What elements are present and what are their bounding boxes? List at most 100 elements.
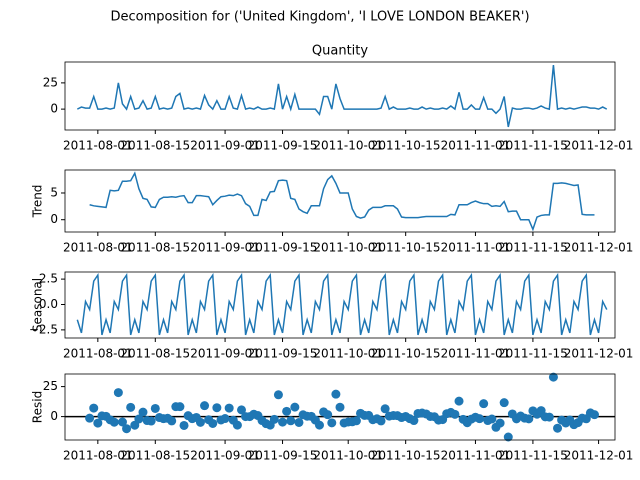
x-tick-label: 2011-11-01 xyxy=(441,139,511,153)
x-tick-label: 2011-09-01 xyxy=(190,449,260,463)
resid-point xyxy=(475,414,485,424)
x-tick-label: 2011-10-15 xyxy=(371,347,441,361)
x-tick-label: 2011-11-15 xyxy=(498,347,568,361)
x-tick-label: 2011-09-15 xyxy=(248,449,318,463)
resid-point xyxy=(409,416,419,426)
x-tick-label: 2011-09-15 xyxy=(248,139,318,153)
resid-point xyxy=(499,398,509,408)
resid-point xyxy=(273,390,283,400)
resid-point xyxy=(208,418,218,428)
resid-point xyxy=(167,416,177,426)
resid-point xyxy=(200,401,210,411)
resid-point xyxy=(220,414,230,424)
x-tick-label: 2011-11-15 xyxy=(498,139,568,153)
resid-point xyxy=(323,410,333,420)
resid-point xyxy=(179,420,189,430)
resid-point xyxy=(278,417,288,427)
resid-point xyxy=(294,417,304,427)
x-tick-label: 2011-10-01 xyxy=(313,241,383,255)
x-tick-label: 2011-12-01 xyxy=(564,347,634,361)
x-tick-label: 2011-09-15 xyxy=(248,347,318,361)
resid-point xyxy=(85,413,95,423)
y-tick-label: 5 xyxy=(50,185,58,199)
x-tick-label: 2011-08-01 xyxy=(63,347,133,361)
resid-point xyxy=(548,372,558,382)
resid-point xyxy=(89,403,99,413)
resid-point xyxy=(589,410,599,420)
x-tick-label: 2011-08-15 xyxy=(120,347,190,361)
resid-point xyxy=(212,403,222,413)
y-axis-label: Resid xyxy=(31,391,45,423)
x-tick-label: 2011-11-01 xyxy=(441,347,511,361)
resid-point xyxy=(134,414,144,424)
resid-point xyxy=(503,432,513,442)
resid-point xyxy=(487,414,497,424)
x-tick-label: 2011-11-01 xyxy=(441,449,511,463)
resid-point xyxy=(454,396,464,406)
resid-point xyxy=(327,418,337,428)
resid-point xyxy=(232,420,242,430)
x-tick-label: 2011-08-15 xyxy=(120,139,190,153)
resid-point xyxy=(126,402,136,412)
x-tick-label: 2011-10-15 xyxy=(371,241,441,255)
x-tick-label: 2011-12-01 xyxy=(564,241,634,255)
x-tick-label: 2011-08-15 xyxy=(120,241,190,255)
x-tick-label: 2011-08-01 xyxy=(63,241,133,255)
x-tick-label: 2011-10-15 xyxy=(371,449,441,463)
resid-point xyxy=(314,420,324,430)
chart-title: Decomposition for ('United Kingdom', 'I … xyxy=(110,10,529,25)
resid-point xyxy=(450,409,460,419)
x-tick-label: 2011-10-01 xyxy=(313,347,383,361)
x-tick-label: 2011-08-01 xyxy=(63,139,133,153)
resid-point xyxy=(113,388,123,398)
resid-point xyxy=(93,418,103,428)
y-axis-label: Trend xyxy=(31,185,45,219)
series-line xyxy=(89,171,595,232)
resid-point xyxy=(138,407,148,417)
y-tick-label: 25 xyxy=(43,75,58,89)
resid-point xyxy=(331,389,341,399)
axes-frame xyxy=(64,169,616,233)
resid-point xyxy=(351,416,361,426)
x-tick-label: 2011-10-15 xyxy=(371,139,441,153)
y-tick-label: −2.5 xyxy=(29,322,58,336)
resid-point xyxy=(117,417,127,427)
series-line xyxy=(76,272,608,336)
x-tick-label: 2011-09-01 xyxy=(190,347,260,361)
resid-point xyxy=(495,418,505,428)
resid-point xyxy=(376,416,386,426)
series-line xyxy=(76,64,608,128)
resid-point xyxy=(553,423,563,433)
resid-point xyxy=(335,402,345,412)
resid-point xyxy=(380,404,390,414)
resid-point xyxy=(479,399,489,409)
resid-point xyxy=(236,405,246,415)
x-tick-label: 2011-11-01 xyxy=(441,241,511,255)
y-tick-label: 25 xyxy=(43,379,58,393)
resid-point xyxy=(146,416,156,426)
resid-point xyxy=(524,414,534,424)
resid-point xyxy=(224,403,234,413)
resid-point xyxy=(175,402,185,412)
y-axis-label: Seasonal xyxy=(31,278,45,332)
x-tick-label: 2011-09-15 xyxy=(248,241,318,255)
x-tick-label: 2011-12-01 xyxy=(564,139,634,153)
x-tick-label: 2011-09-01 xyxy=(190,139,260,153)
resid-point xyxy=(282,406,292,416)
axes-frame xyxy=(64,271,616,339)
resid-point xyxy=(286,416,296,426)
resid-point xyxy=(109,417,119,427)
x-tick-label: 2011-10-01 xyxy=(313,449,383,463)
axes-frame xyxy=(64,373,616,441)
resid-point xyxy=(150,403,160,413)
y-tick-label: 2.5 xyxy=(39,272,58,286)
panel-title: Quantity xyxy=(312,44,368,59)
y-tick-label: 0 xyxy=(50,102,58,116)
resid-point xyxy=(269,414,279,424)
x-tick-label: 2011-12-01 xyxy=(564,449,634,463)
x-tick-label: 2011-10-01 xyxy=(313,139,383,153)
x-tick-label: 2011-08-15 xyxy=(120,449,190,463)
y-tick-label: 0 xyxy=(50,212,58,226)
resid-point xyxy=(290,402,300,412)
